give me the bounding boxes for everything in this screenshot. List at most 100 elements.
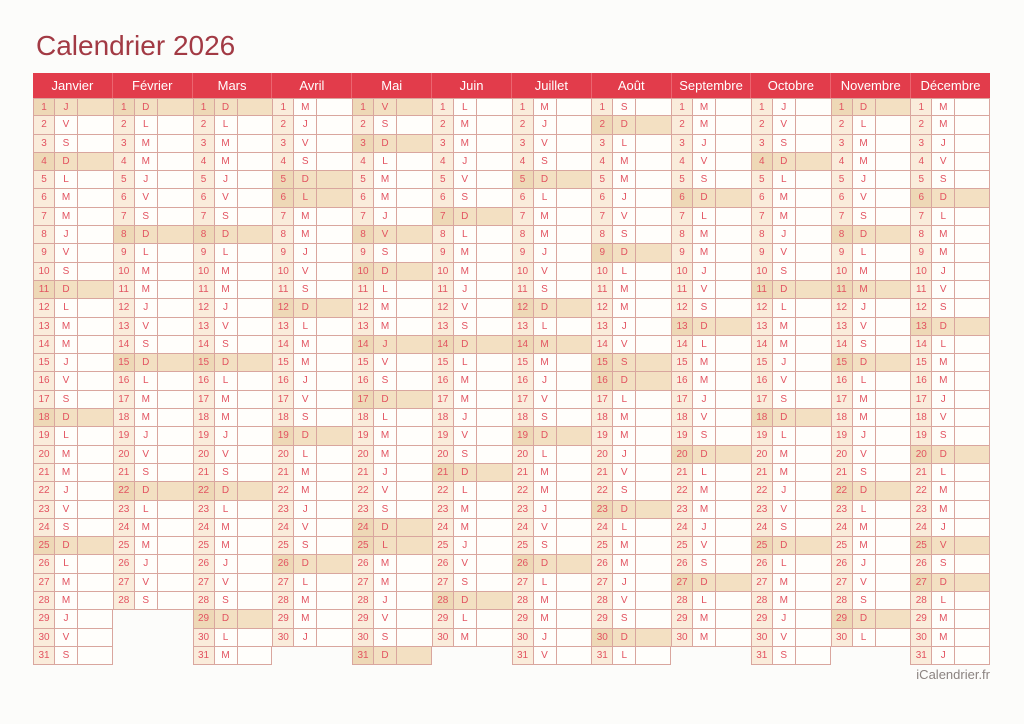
weekday-letter: J [613, 317, 637, 335]
day-filler [317, 519, 352, 536]
weekday-letter: M [454, 372, 477, 390]
day-row-avril-27: 27 L [272, 573, 352, 593]
icalendrier-link[interactable]: iCalendrier.fr [916, 667, 990, 682]
weekday-letter: S [55, 262, 78, 280]
day-row-avril-17: 17 V [272, 390, 352, 410]
day-row-aout-14: 14 V [591, 335, 671, 355]
day-filler [636, 537, 671, 554]
day-number: 11 [273, 280, 295, 299]
day-filler [796, 592, 831, 609]
day-row-mars-31: 31 M [192, 646, 273, 666]
weekday-letter: M [534, 482, 557, 500]
day-row-juillet-30: 30 J [511, 628, 592, 647]
day-row-aout-25: 25 M [591, 537, 671, 556]
weekday-letter: J [294, 628, 318, 646]
day-number: 22 [831, 482, 853, 500]
day-number: 26 [512, 555, 534, 573]
weekday-letter: V [135, 189, 158, 207]
day-row-avril-12: 12 D [272, 299, 352, 318]
day-number: 19 [592, 427, 614, 445]
weekday-letter: M [374, 171, 397, 189]
day-row-octobre-30: 30 V [750, 628, 831, 647]
weekday-letter: M [534, 463, 557, 482]
day-filler [477, 244, 512, 261]
day-filler [876, 116, 911, 133]
day-row-aout-23: 23 D [591, 500, 671, 519]
weekday-letter: M [374, 317, 397, 335]
weekday-letter: S [853, 207, 876, 226]
weekday-letter: M [215, 280, 238, 299]
day-number: 3 [751, 134, 773, 152]
weekday-letter: D [613, 116, 637, 134]
day-row-mai-29: 29 V [352, 610, 432, 629]
day-filler [397, 647, 431, 664]
day-number: 11 [193, 280, 215, 299]
day-number: 20 [911, 445, 933, 463]
day-row-mars-10: 10 M [192, 262, 273, 281]
day-filler [557, 501, 592, 518]
day-row-decembre-28: 28 L [910, 592, 990, 611]
day-row-fevrier-19: 19 J [112, 427, 193, 446]
day-filler [636, 629, 671, 646]
weekday-letter: D [135, 482, 158, 500]
day-number: 3 [672, 134, 693, 152]
weekday-letter: D [215, 610, 238, 628]
day-number: 15 [512, 354, 534, 372]
day-filler [158, 299, 193, 316]
weekday-letter: J [55, 482, 78, 500]
weekday-letter: V [215, 445, 238, 463]
day-number: 11 [113, 280, 135, 299]
day-number: 4 [672, 152, 693, 171]
weekday-letter: D [135, 354, 158, 372]
weekday-letter: V [932, 409, 956, 427]
weekday-letter: M [294, 482, 318, 500]
day-number: 13 [273, 317, 295, 335]
day-number: 11 [432, 280, 454, 299]
day-number: 9 [512, 244, 534, 262]
day-number: 15 [432, 354, 454, 372]
day-filler [796, 99, 831, 115]
day-number: 27 [353, 573, 374, 592]
day-filler [397, 391, 432, 408]
day-filler [876, 629, 911, 646]
day-filler [238, 519, 273, 536]
weekday-letter: V [534, 390, 557, 409]
day-number: 15 [592, 354, 614, 372]
day-number: 23 [911, 500, 933, 518]
day-number: 15 [273, 354, 295, 372]
day-row-mars-17: 17 M [192, 390, 273, 410]
day-number: 25 [113, 537, 135, 555]
day-number: 6 [432, 189, 454, 207]
day-number: 10 [672, 262, 693, 280]
day-number: 23 [432, 500, 454, 518]
day-filler [716, 99, 751, 115]
weekday-letter: M [135, 280, 158, 299]
day-row-juin-11: 11 J [431, 280, 512, 300]
weekday-letter: S [215, 592, 238, 610]
day-filler [78, 427, 113, 444]
day-number: 5 [751, 171, 773, 189]
day-row-novembre-25: 25 M [830, 537, 911, 556]
month-header-octobre: Octobre [751, 73, 832, 98]
day-number: 3 [113, 134, 135, 152]
day-number: 27 [911, 573, 933, 592]
day-number: 5 [831, 171, 853, 189]
weekday-letter: M [374, 427, 397, 445]
weekday-letter: D [374, 134, 397, 152]
day-row-mars-16: 16 L [192, 372, 273, 391]
day-row-mars-18: 18 M [192, 409, 273, 428]
day-number: 24 [34, 518, 55, 537]
day-row-juin-25: 25 J [431, 537, 512, 556]
day-filler [557, 629, 592, 646]
day-row-juillet-16: 16 J [511, 372, 592, 391]
